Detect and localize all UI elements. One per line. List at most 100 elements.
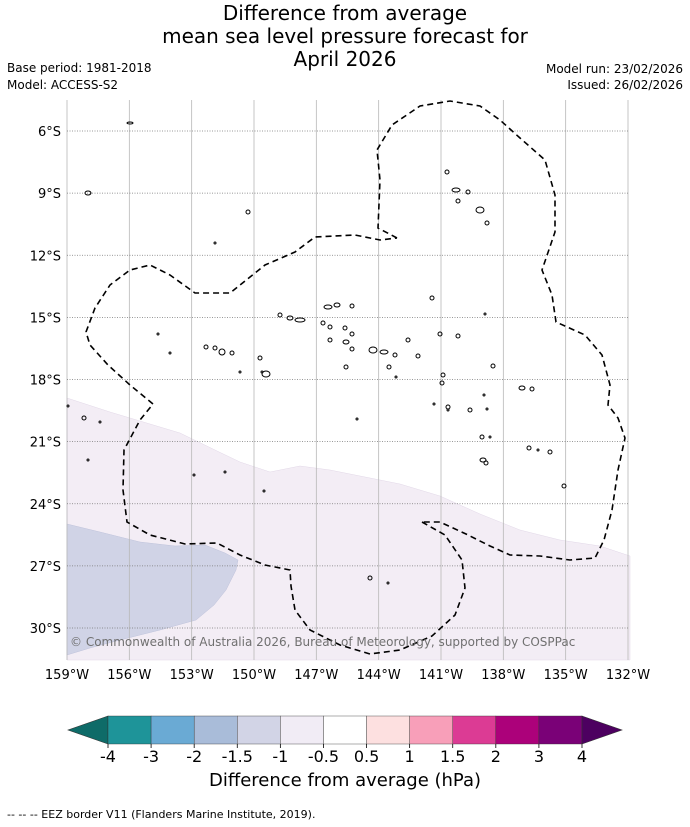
colorbar-tick-label: -1.5 (222, 747, 253, 766)
island-outline (156, 332, 160, 336)
island-outline (392, 352, 398, 358)
island-outline (327, 324, 333, 330)
colorbar-segment (495, 715, 540, 745)
map-title-line-3: April 2026 (293, 47, 397, 71)
island-outline (213, 241, 217, 245)
island-outline (349, 331, 355, 337)
colorbar-segment (409, 715, 453, 745)
colorbar-segment (452, 715, 497, 745)
island-outline (260, 370, 264, 374)
latitude-tick-label: 18°S (30, 374, 61, 389)
island-outline (536, 448, 540, 452)
colorbar-tick-label: -4 (100, 747, 116, 766)
colorbar-tick-label: 1.5 (440, 747, 465, 766)
latitude-tick-label: 24°S (30, 498, 61, 513)
base-period: Base period: 1981-2018 (7, 61, 152, 75)
island-outline (488, 435, 492, 439)
latitude-tick-label: 30°S (30, 622, 61, 637)
latitude-tick-label: 12°S (30, 249, 61, 264)
island-outline (84, 190, 92, 196)
issued-date: Issued: 26/02/2026 (567, 78, 683, 92)
island-outline (490, 363, 496, 369)
island-outline (440, 372, 446, 378)
island-outline (349, 303, 355, 309)
island-outline (485, 407, 489, 411)
island-outline (451, 187, 461, 193)
colorbar-tick-label: 3 (534, 747, 544, 766)
island-outline (379, 349, 389, 355)
island-outline (367, 575, 373, 581)
island-outline (445, 404, 451, 410)
island-outline (212, 345, 218, 351)
colorbar-segment (323, 715, 367, 745)
longitude-tick-label: 153°W (170, 668, 214, 683)
eez-border-pitcairn (85, 234, 466, 655)
longitude-tick-label: 138°W (481, 668, 525, 683)
pressure-anomaly-map: © Commonwealth of Australia 2026, Bureau… (30, 100, 651, 683)
colorbar-tick-label: -3 (143, 747, 159, 766)
axis-tick-labels: 159°W 156°W 153°W 150°W 147°W 144°W 141°W 138°W… (30, 125, 651, 683)
island-outline (368, 346, 378, 354)
island-outline (479, 434, 485, 440)
copyright-notice: © Commonwealth of Australia 2026, Bureau… (70, 635, 575, 649)
colorbar-segment (538, 715, 583, 745)
island-outline (526, 445, 532, 451)
island-outline (262, 489, 266, 493)
colorbar-segment (366, 715, 410, 745)
colorbar-tick-label: 4 (577, 747, 587, 766)
longitude-tick-label: 141°W (419, 668, 463, 683)
island-outline (446, 408, 450, 412)
colorbar: -4 -3 -2 -1.5 -1 -0.5 0.5 1 1.5 2 3 4 (67, 715, 623, 766)
island-outline (455, 333, 461, 339)
island-outline (482, 393, 486, 397)
eez-legend-note: -- -- -- EEZ border V11 (Flanders Marine… (7, 808, 316, 821)
latitude-tick-label: 21°S (30, 436, 61, 451)
island-outline (355, 417, 359, 421)
island-outline (405, 337, 411, 343)
island-outline (294, 317, 306, 323)
island-outline (203, 344, 209, 350)
island-outline (327, 337, 333, 343)
anomaly-region-minus-one (66, 523, 239, 656)
latitude-tick-label: 6°S (38, 125, 61, 140)
island-outline (444, 169, 450, 175)
longitude-tick-label: 150°W (232, 668, 276, 683)
island-outline (455, 198, 461, 204)
island-outline (333, 302, 341, 308)
latitude-tick-label: 15°S (30, 311, 61, 326)
island-outline (465, 189, 471, 195)
longitude-tick-label: 156°W (107, 668, 151, 683)
island-outline (529, 386, 535, 392)
island-outline (261, 370, 271, 378)
island-outline (277, 312, 283, 318)
island-outline (320, 320, 326, 326)
island-outline (415, 353, 421, 359)
island-outline (126, 121, 134, 125)
island-outline (432, 402, 436, 406)
island-outline (479, 457, 487, 463)
island-outline (286, 315, 294, 321)
island-outline (394, 375, 398, 379)
longitude-tick-label: 159°W (45, 668, 89, 683)
longitude-tick-label: 132°W (606, 668, 650, 683)
island-outline (467, 407, 473, 413)
islands (66, 121, 567, 585)
colorbar-segment (193, 715, 238, 745)
colorbar-tick-label: 0.5 (354, 747, 379, 766)
colorbar-tick-label: -2 (186, 747, 202, 766)
colorbar-segment (280, 715, 324, 745)
island-outline (484, 220, 490, 226)
island-outline (342, 339, 350, 345)
island-outline (257, 355, 263, 361)
island-outline (349, 346, 355, 352)
colorbar-title: Difference from average (hPa) (208, 770, 482, 791)
latitude-tick-label: 9°S (38, 187, 61, 202)
island-outline (86, 458, 90, 462)
island-outline (547, 449, 553, 455)
model-run-date: Model run: 23/02/2026 (545, 62, 683, 76)
island-outline (342, 325, 348, 331)
island-outline (229, 350, 235, 356)
island-outline (518, 385, 526, 391)
island-outline (437, 331, 443, 337)
map-title-line-2: mean sea level pressure forecast for (162, 24, 528, 48)
